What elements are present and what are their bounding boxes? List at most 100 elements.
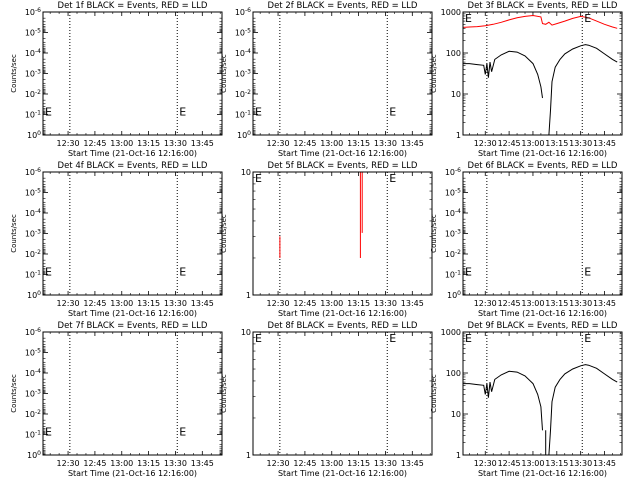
event-marker: E <box>584 332 591 345</box>
x-axis-label: Start Time (21-Oct-16 12:16:00) <box>278 469 407 478</box>
x-tick-label: 12:30 <box>57 459 80 468</box>
panel-title: Det 8f BLACK = Events, RED = LLD <box>268 321 418 331</box>
x-tick-label: 13:45 <box>593 299 616 308</box>
y-tick-label: 10-5 <box>25 188 41 198</box>
y-tick-label: 10-5 <box>25 28 41 38</box>
x-tick-label: 12:30 <box>267 459 290 468</box>
y-tick-label: 10-1 <box>25 270 41 280</box>
x-tick-label: 12:45 <box>498 459 521 468</box>
x-tick-label: 13:15 <box>347 459 370 468</box>
x-tick-label: 13:00 <box>521 459 544 468</box>
y-tick-label: 10-5 <box>25 348 41 358</box>
event-marker: E <box>584 265 591 278</box>
panel-title: Det 1f BLACK = Events, RED = LLD <box>58 1 208 11</box>
panel-1: Det 1f BLACK = Events, RED = LLD Counts/s… <box>10 1 223 158</box>
y-tick-label: 10-3 <box>235 69 251 79</box>
x-axis-label: Start Time (21-Oct-16 12:16:00) <box>68 309 197 318</box>
plot-frame <box>252 331 433 456</box>
event-marker: E <box>45 425 52 438</box>
y-tick-label: 1 <box>246 451 251 460</box>
x-axis-label: Start Time (21-Oct-16 12:16:00) <box>68 469 197 478</box>
y-tick-label: 1 <box>456 131 461 140</box>
events-series <box>548 364 618 456</box>
x-tick-label: 13:30 <box>374 299 397 308</box>
x-tick-label: 13:30 <box>569 299 592 308</box>
y-tick-label: 10-6 <box>235 7 251 17</box>
x-tick-label: 12:30 <box>267 299 290 308</box>
x-tick-label: 12:30 <box>57 139 80 148</box>
x-tick-label: 12:45 <box>293 459 316 468</box>
x-tick-label: 13:15 <box>347 139 370 148</box>
panel-4: Det 4f BLACK = Events, RED = LLD Counts/s… <box>10 161 223 318</box>
y-tick-label: 10-6 <box>25 167 41 177</box>
y-tick-label: 10 <box>241 168 251 177</box>
y-tick-label: 10-2 <box>25 249 41 259</box>
y-tick-label: 100 <box>446 369 461 378</box>
x-tick-label: 13:30 <box>164 139 187 148</box>
event-marker: E <box>389 172 396 185</box>
y-axis-label: Counts/sec <box>10 374 18 413</box>
x-tick-label: 13:30 <box>569 459 592 468</box>
x-tick-label: 13:45 <box>191 299 214 308</box>
event-marker: E <box>45 265 52 278</box>
y-axis-label: Counts/sec <box>430 54 438 93</box>
event-marker: E <box>389 105 396 118</box>
event-marker: E <box>255 172 262 185</box>
x-tick-label: 13:15 <box>545 459 568 468</box>
panel-5: Det 5f BLACK = Events, RED = LLD Counts/s… <box>220 161 433 318</box>
panel-title: Det 3f BLACK = Events, RED = LLD <box>468 1 618 11</box>
panel-title: Det 5f BLACK = Events, RED = LLD <box>268 161 418 171</box>
y-tick-label: 100 <box>27 450 41 460</box>
y-tick-label: 10 <box>241 328 251 337</box>
x-tick-label: 12:45 <box>498 299 521 308</box>
y-axis-label: Counts/sec <box>220 374 228 413</box>
y-tick-label: 10 <box>451 410 461 419</box>
y-tick-label: 10-5 <box>445 188 461 198</box>
x-tick-label: 13:00 <box>110 299 133 308</box>
plot-frame <box>462 331 623 456</box>
x-tick-label: 13:45 <box>401 299 424 308</box>
x-axis-label: Start Time (21-Oct-16 12:16:00) <box>278 149 407 158</box>
y-tick-label: 1 <box>456 451 461 460</box>
panel-9: Det 9f BLACK = Events, RED = LLD Counts/s… <box>430 321 623 478</box>
y-tick-label: 10-5 <box>235 28 251 38</box>
panel-3: Det 3f BLACK = Events, RED = LLD Counts/s… <box>430 1 623 158</box>
y-tick-label: 10-4 <box>25 48 41 58</box>
y-tick-label: 10-6 <box>25 327 41 337</box>
x-tick-label: 13:45 <box>191 139 214 148</box>
x-tick-label: 12:45 <box>293 139 316 148</box>
y-tick-label: 10-2 <box>25 409 41 419</box>
x-axis-label: Start Time (21-Oct-16 12:16:00) <box>478 469 607 478</box>
x-tick-label: 13:15 <box>137 139 160 148</box>
x-tick-label: 13:45 <box>191 459 214 468</box>
x-tick-label: 12:30 <box>474 459 497 468</box>
plot-frame <box>462 171 623 296</box>
y-axis-label: Counts/sec <box>220 54 228 93</box>
x-axis-label: Start Time (21-Oct-16 12:16:00) <box>478 149 607 158</box>
lld-series <box>462 14 618 29</box>
plot-frame <box>42 11 223 136</box>
x-tick-label: 13:00 <box>320 139 343 148</box>
y-tick-label: 100 <box>237 130 251 140</box>
events-series <box>463 50 543 99</box>
y-tick-label: 10-4 <box>445 208 461 218</box>
panel-title: Det 4f BLACK = Events, RED = LLD <box>58 161 208 171</box>
x-axis-label: Start Time (21-Oct-16 12:16:00) <box>278 309 407 318</box>
events-series <box>463 370 543 431</box>
y-tick-label: 10-6 <box>445 167 461 177</box>
y-tick-label: 100 <box>27 290 41 300</box>
x-tick-label: 13:00 <box>521 139 544 148</box>
x-tick-label: 12:45 <box>293 299 316 308</box>
plot-frame <box>42 171 223 296</box>
y-tick-label: 10 <box>451 90 461 99</box>
y-tick-label: 10-1 <box>235 110 251 120</box>
y-tick-label: 1 <box>246 291 251 300</box>
x-tick-label: 13:45 <box>593 139 616 148</box>
y-tick-label: 10-2 <box>25 89 41 99</box>
x-axis-label: Start Time (21-Oct-16 12:16:00) <box>478 309 607 318</box>
event-marker: E <box>255 105 262 118</box>
y-tick-label: 10-3 <box>25 229 41 239</box>
x-tick-label: 13:15 <box>347 299 370 308</box>
y-tick-label: 10-1 <box>25 430 41 440</box>
